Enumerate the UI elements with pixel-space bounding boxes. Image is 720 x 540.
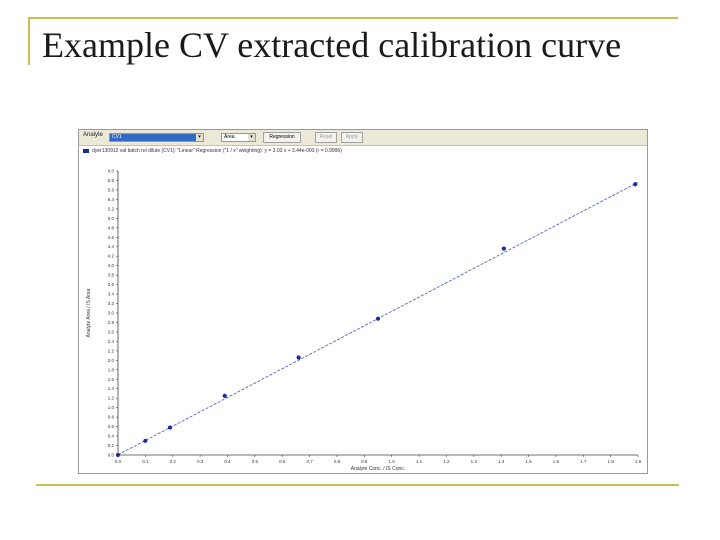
y-tick-label: 1.4 [108, 386, 115, 391]
y-tick-label: 4.0 [108, 263, 115, 268]
analyte-select[interactable]: CV1 ▾ [109, 133, 204, 142]
y-tick-label: 0.6 [108, 424, 115, 429]
y-tick-label: 4.2 [108, 254, 115, 259]
analyte-label: Analyte [83, 132, 104, 138]
y-tick-label: 3.8 [108, 273, 115, 278]
x-tick-label: 1.7 [580, 459, 587, 464]
slide-frame-left [28, 17, 30, 65]
y-tick-label: 1.2 [108, 396, 115, 401]
x-tick-label: 0.8 [334, 459, 341, 464]
y-tick-label: 1.0 [108, 405, 115, 410]
x-tick-label: 0.0 [115, 459, 122, 464]
y-tick-label: 4.8 [108, 225, 115, 230]
x-tick-label: 0.9 [361, 459, 368, 464]
data-point [633, 182, 638, 187]
x-tick-label: 0.1 [142, 459, 149, 464]
x-tick-label: 1.9 [635, 459, 642, 464]
slide-frame-bottom [36, 484, 679, 486]
x-tick-label: 0.4 [224, 459, 231, 464]
legend-text: dyer130912 val batch rel dilute (CV1): "… [92, 148, 342, 154]
reset-button[interactable]: Reset [315, 132, 337, 143]
data-point [143, 438, 148, 443]
x-tick-label: 0.6 [279, 459, 286, 464]
y-tick-label: 4.4 [108, 244, 115, 249]
y-tick-label: 5.0 [108, 216, 115, 221]
calibration-toolbar: Analyte CV1 ▾ Area ▾ Regression Reset Ap… [79, 130, 647, 146]
y-axis-label: Analyte Area / IS Area [86, 288, 92, 337]
calibration-screenshot: Analyte CV1 ▾ Area ▾ Regression Reset Ap… [78, 129, 648, 474]
calibration-chart: 0.0 0.2 0.4 0.6 0.8 1.0 1.2 1.4 1.6 1.8 2.0 2.2 2.4 2… [86, 169, 642, 473]
y-tick-label: 0.2 [108, 443, 115, 448]
y-tick-label: 0.8 [108, 415, 115, 420]
y-tick-label: 3.2 [108, 301, 115, 306]
y-tick-label: 3.4 [108, 292, 115, 297]
y-tick-label: 2.2 [108, 348, 115, 353]
x-axis-label: Analyte Conc. / IS Conc. [351, 466, 405, 472]
y-tick-label: 0.4 [108, 434, 115, 439]
x-tick-label: 1.0 [389, 459, 396, 464]
data-point [375, 316, 381, 321]
y-tick-label: 1.6 [108, 377, 115, 382]
x-tick-label: 0.2 [170, 459, 177, 464]
x-tick-label: 0.5 [252, 459, 259, 464]
apply-button[interactable]: Apply [341, 132, 363, 143]
y-tick-label: 5.6 [108, 187, 115, 192]
y-tick-label: 4.6 [108, 235, 115, 240]
y-tick-label: 5.4 [108, 197, 115, 202]
y-tick-label: 2.8 [108, 320, 115, 325]
y-tick-label: 2.0 [108, 358, 115, 363]
y-tick-label: 1.8 [108, 367, 115, 372]
x-tick-label: 1.6 [553, 459, 560, 464]
y-tick-label: 0.0 [108, 453, 115, 458]
x-tick-label: 1.2 [443, 459, 450, 464]
x-tick-label: 1.4 [498, 459, 505, 464]
x-tick-label: 0.3 [197, 459, 204, 464]
chart-legend: dyer130912 val batch rel dilute (CV1): "… [83, 148, 342, 154]
y-tick-label: 2.4 [108, 339, 115, 344]
slide-title: Example CV extracted calibration curve [42, 25, 622, 65]
data-point [501, 246, 506, 251]
chevron-down-icon[interactable]: ▾ [196, 134, 203, 141]
x-tick-label: 1.8 [607, 459, 614, 464]
x-tick-label: 0.7 [306, 459, 313, 464]
y-tick-label: 6.0 [108, 169, 115, 174]
y-tick-label: 5.8 [108, 178, 115, 183]
slide-frame-top [28, 17, 678, 19]
y-tick-label: 3.6 [108, 282, 115, 287]
quantitation-select-value: Area [224, 134, 235, 140]
data-point [222, 393, 227, 398]
analyte-select-value: CV1 [112, 134, 122, 140]
data-point [115, 452, 121, 458]
regression-button[interactable]: Regression [263, 132, 301, 143]
x-tick-label: 1.1 [416, 459, 423, 464]
x-tick-label: 1.5 [525, 459, 532, 464]
legend-swatch [83, 148, 89, 153]
x-tick-label: 1.3 [471, 459, 478, 464]
chevron-down-icon[interactable]: ▾ [248, 134, 255, 141]
data-point [296, 355, 301, 360]
quantitation-select[interactable]: Area ▾ [221, 133, 256, 142]
y-tick-label: 2.6 [108, 329, 115, 334]
data-point [167, 425, 173, 430]
y-tick-label: 3.0 [108, 311, 115, 316]
y-tick-label: 5.2 [108, 206, 115, 211]
